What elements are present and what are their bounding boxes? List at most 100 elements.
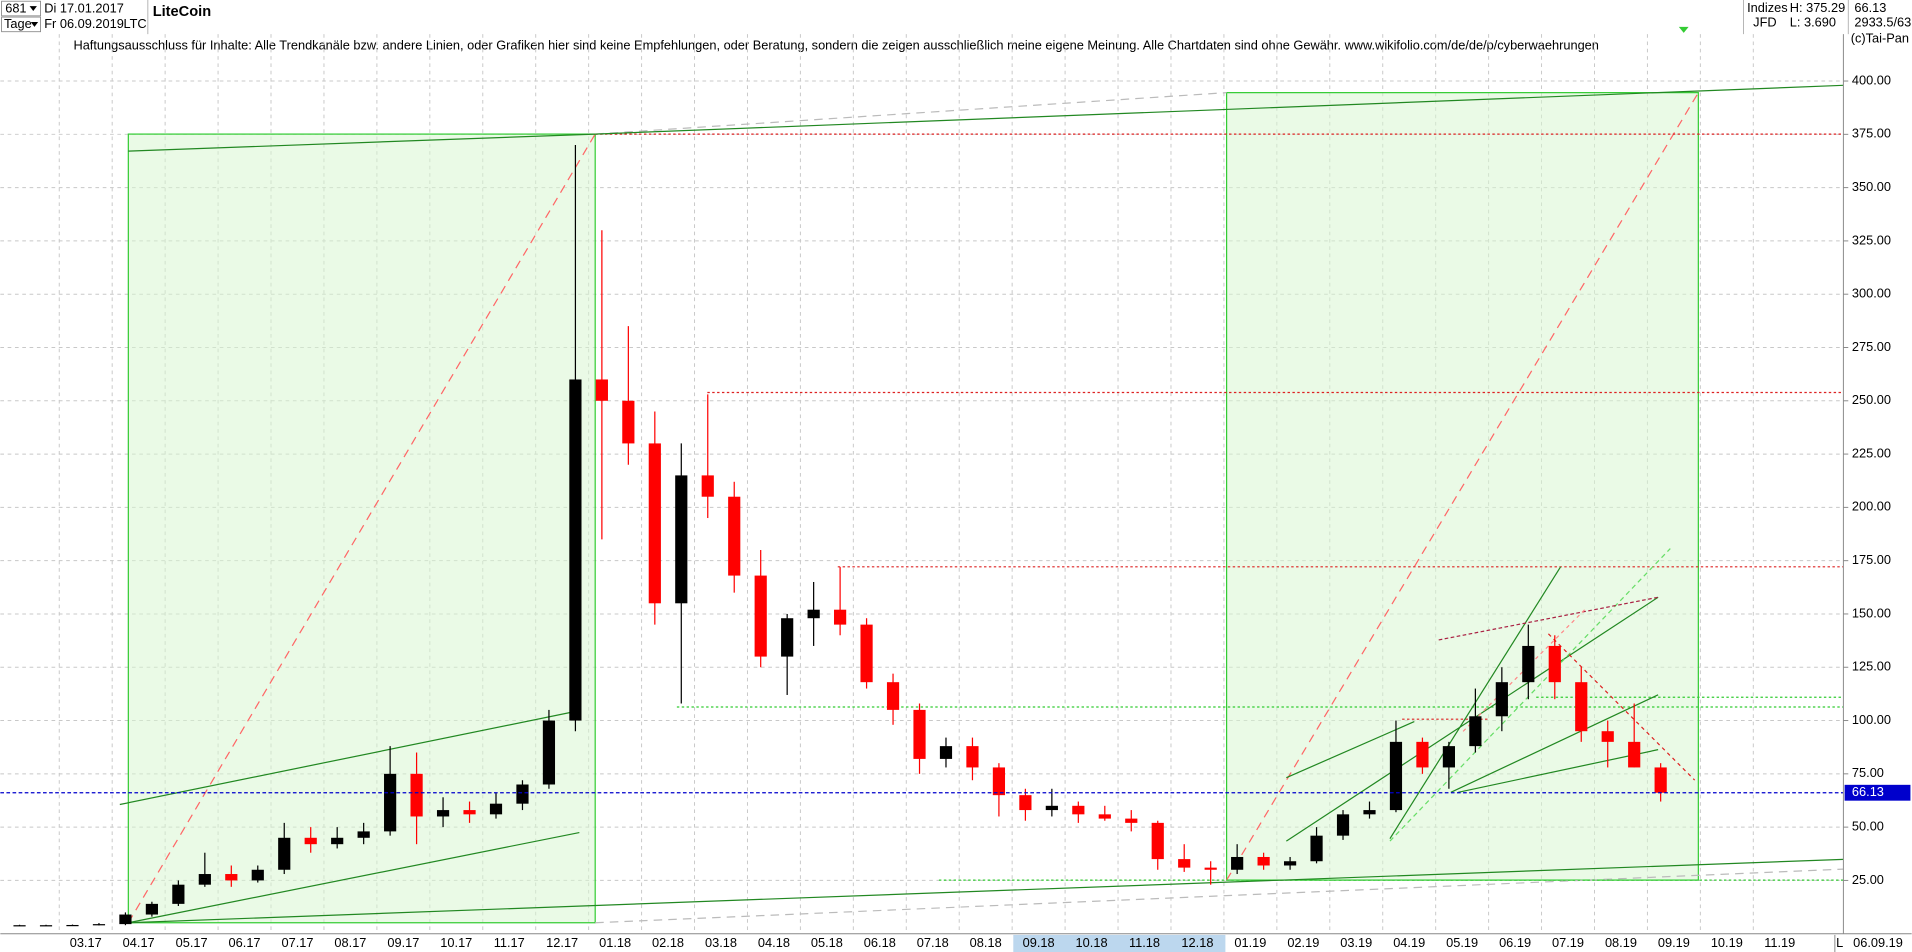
y-tick-label: 200.00	[1852, 499, 1891, 514]
count-box[interactable]	[1, 0, 41, 17]
x-tick-label: 11.19	[1764, 935, 1795, 950]
candle-body	[1601, 731, 1614, 742]
candle-body	[251, 869, 264, 881]
x-tick-label: 07.18	[917, 935, 949, 950]
candle-body	[1098, 814, 1111, 819]
candle-body	[1469, 716, 1482, 747]
candle-body	[1336, 814, 1350, 836]
x-tick-label: 04.17	[123, 935, 155, 950]
candle-body	[886, 682, 900, 710]
x-tick-label: 06.18	[864, 935, 896, 950]
end-date: Fr 06.09.2019	[44, 16, 124, 31]
last-price-box	[1844, 784, 1911, 801]
candle-body	[1151, 822, 1164, 860]
x-tick-label: 11.17	[494, 935, 525, 950]
candle-body	[1283, 861, 1297, 866]
candle-body	[1628, 741, 1641, 768]
candle-body	[1416, 741, 1429, 768]
x-tick-label: 12.18	[1181, 935, 1213, 950]
candle-body	[1178, 859, 1191, 868]
candle-body	[1257, 856, 1270, 866]
count: 681	[5, 1, 26, 16]
x-tick-label: 11.18	[1129, 935, 1160, 950]
candle-body	[1495, 682, 1508, 717]
candle-body	[860, 624, 873, 683]
disclaimer: Haftungsausschluss für Inhalte: Alle Tre…	[73, 38, 1598, 53]
candle-body	[569, 379, 582, 721]
candle-body	[357, 831, 370, 838]
candle-body	[13, 925, 26, 927]
candle-body	[119, 914, 132, 925]
x-tick-label: 01.18	[599, 935, 631, 950]
candle-body	[225, 874, 238, 881]
x-tick-label: 08.19	[1605, 935, 1637, 950]
candle-body	[278, 837, 291, 870]
y-tick-label: 125.00	[1852, 659, 1891, 674]
trend-line	[595, 84, 1844, 135]
x-tick-label: 03.17	[70, 935, 102, 950]
y-tick-label: 50.00	[1852, 819, 1884, 834]
trend-line	[1286, 721, 1415, 779]
y-tick-label: 400.00	[1852, 72, 1891, 87]
x-tick-label: 12.17	[546, 935, 578, 950]
y-tick-label: 150.00	[1852, 605, 1891, 620]
candle-body	[807, 609, 820, 619]
candle-body	[595, 379, 608, 401]
candle-body	[516, 784, 529, 804]
period: Tage	[4, 16, 32, 31]
x-tick-label: 03.18	[705, 935, 737, 950]
period-box[interactable]	[1, 16, 41, 33]
candle-body	[728, 496, 741, 576]
x-tick-label: 04.19	[1393, 935, 1425, 950]
candle-body	[1125, 818, 1138, 823]
x-tick-label: 10.19	[1711, 935, 1743, 950]
y-tick-label: 275.00	[1852, 339, 1891, 354]
candle-body	[304, 837, 317, 845]
x-tick-label: 10.18	[1076, 935, 1108, 950]
candle-body	[781, 618, 794, 657]
x-tick-label: 08.18	[970, 935, 1002, 950]
stats: 2933.5/63	[1854, 15, 1911, 30]
candle-body	[1522, 645, 1535, 683]
candle-body	[172, 884, 185, 904]
trend-line	[128, 858, 1844, 924]
candle-body	[1072, 805, 1085, 815]
candle-body	[1310, 835, 1323, 862]
high: H: 375.29	[1790, 0, 1845, 15]
x-tick-label: 10.17	[440, 935, 472, 950]
candle-body	[648, 443, 661, 604]
y-tick-label: 225.00	[1852, 445, 1891, 460]
y-tick-label: 325.00	[1852, 232, 1891, 247]
candle-body	[675, 475, 688, 604]
trend-line	[1547, 633, 1696, 781]
gray-line	[595, 868, 1844, 924]
candle-body	[489, 803, 503, 815]
candle-body	[436, 810, 450, 817]
last-price-label: 66.13	[1852, 784, 1884, 799]
y-tick-label: 350.00	[1852, 179, 1891, 194]
y-tick-label: 250.00	[1852, 392, 1891, 407]
candle-body	[463, 810, 476, 815]
header-bar	[0, 0, 1912, 35]
exchange: JFD	[1753, 15, 1776, 30]
x-tick-label: 06.17	[229, 935, 261, 950]
gray-line	[595, 92, 1227, 135]
candle-body	[1363, 810, 1376, 815]
candle-body	[1204, 867, 1217, 870]
diagonal	[127, 133, 596, 924]
copyright: (c)Tai-Pan	[1851, 30, 1909, 45]
x-tick-label: 09.18	[1023, 935, 1055, 950]
drawings	[119, 84, 1844, 924]
end-date-short: 06.09.19	[1853, 935, 1903, 950]
x-tick-label: 07.19	[1552, 935, 1584, 950]
candle-body	[939, 746, 953, 759]
candle-body	[331, 837, 344, 845]
candle-body	[701, 475, 714, 497]
candle-body	[39, 925, 53, 927]
candle-body	[1548, 645, 1561, 683]
x-tick-label: 08.17	[334, 935, 366, 950]
y-tick-label: 100.00	[1852, 712, 1891, 727]
trend-line	[1450, 694, 1659, 793]
y-tick-label: 300.00	[1852, 286, 1891, 301]
